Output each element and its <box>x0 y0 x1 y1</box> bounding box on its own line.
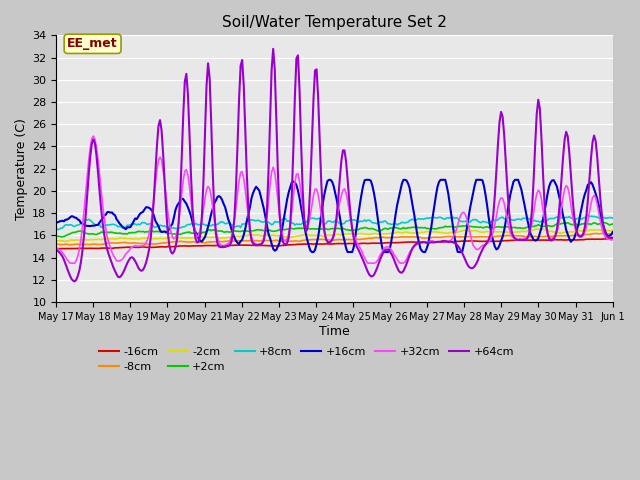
Line: -8cm: -8cm <box>56 233 612 245</box>
-8cm <box>238 238 246 244</box>
+16cm <box>581 192 589 197</box>
-8cm <box>609 231 616 237</box>
-8cm <box>248 238 255 243</box>
-16cm <box>122 244 130 250</box>
X-axis label: Time: Time <box>319 324 350 337</box>
+16cm <box>218 197 226 203</box>
-8cm <box>52 241 60 247</box>
-2cm <box>238 233 246 239</box>
-16cm <box>609 236 616 242</box>
Line: -2cm: -2cm <box>56 229 612 241</box>
+64cm <box>220 244 227 250</box>
+8cm <box>54 227 61 232</box>
+2cm <box>248 228 255 234</box>
+32cm <box>249 238 257 244</box>
+64cm <box>52 247 60 253</box>
-2cm <box>248 232 255 238</box>
+8cm <box>220 219 227 225</box>
-8cm <box>220 239 227 244</box>
-16cm <box>604 236 612 241</box>
+8cm <box>248 217 255 223</box>
-2cm <box>122 235 130 241</box>
Line: -16cm: -16cm <box>56 239 612 249</box>
Y-axis label: Temperature (C): Temperature (C) <box>15 118 28 220</box>
+16cm <box>609 229 616 235</box>
+16cm <box>246 204 254 210</box>
Title: Soil/Water Temperature Set 2: Soil/Water Temperature Set 2 <box>222 15 447 30</box>
+64cm <box>248 237 255 243</box>
+64cm <box>609 235 616 240</box>
-16cm <box>52 246 60 252</box>
-2cm <box>534 226 542 232</box>
+2cm <box>220 229 227 235</box>
+16cm <box>308 249 316 255</box>
Line: +8cm: +8cm <box>56 215 612 229</box>
+2cm <box>52 233 60 239</box>
-8cm <box>297 238 305 244</box>
+2cm <box>600 219 607 225</box>
-2cm <box>581 228 589 234</box>
+64cm <box>238 57 246 63</box>
+2cm <box>58 234 66 240</box>
+2cm <box>579 221 587 227</box>
+2cm <box>238 228 246 234</box>
-8cm <box>579 232 587 238</box>
+32cm <box>299 204 307 210</box>
+8cm <box>52 226 60 231</box>
+16cm <box>237 238 244 244</box>
-16cm <box>579 237 587 242</box>
+32cm <box>221 242 229 248</box>
+32cm <box>52 245 60 251</box>
-2cm <box>609 228 616 233</box>
+64cm <box>71 278 79 284</box>
-16cm <box>248 242 255 248</box>
-16cm <box>238 242 246 248</box>
-2cm <box>297 233 305 239</box>
+8cm <box>122 224 130 229</box>
+8cm <box>579 215 587 221</box>
Line: +32cm: +32cm <box>56 136 612 263</box>
-2cm <box>220 235 227 241</box>
+2cm <box>122 231 130 237</box>
Text: EE_met: EE_met <box>67 37 118 50</box>
+8cm <box>297 222 305 228</box>
Legend: -16cm, -8cm, -2cm, +2cm, +8cm, +16cm, +32cm, +64cm: -16cm, -8cm, -2cm, +2cm, +8cm, +16cm, +3… <box>95 342 518 376</box>
+8cm <box>609 215 616 221</box>
+32cm <box>609 237 616 242</box>
+16cm <box>325 177 333 183</box>
-2cm <box>61 239 69 244</box>
+64cm <box>269 46 277 52</box>
Line: +16cm: +16cm <box>56 180 612 252</box>
+32cm <box>240 175 248 181</box>
+32cm <box>90 133 97 139</box>
-16cm <box>297 241 305 247</box>
+16cm <box>120 225 128 231</box>
Line: +2cm: +2cm <box>56 222 612 237</box>
+32cm <box>581 229 589 235</box>
+64cm <box>581 225 589 230</box>
+2cm <box>609 221 616 227</box>
-16cm <box>54 246 61 252</box>
+16cm <box>296 195 303 201</box>
+2cm <box>297 226 305 231</box>
-8cm <box>67 242 74 248</box>
-16cm <box>220 243 227 249</box>
+8cm <box>584 212 592 217</box>
+16cm <box>52 220 60 226</box>
+32cm <box>124 250 131 255</box>
+64cm <box>122 264 130 269</box>
+64cm <box>299 186 307 192</box>
+8cm <box>238 221 246 227</box>
-2cm <box>52 238 60 244</box>
Line: +64cm: +64cm <box>56 49 612 281</box>
-8cm <box>122 240 130 245</box>
-8cm <box>592 230 600 236</box>
+32cm <box>67 260 74 266</box>
